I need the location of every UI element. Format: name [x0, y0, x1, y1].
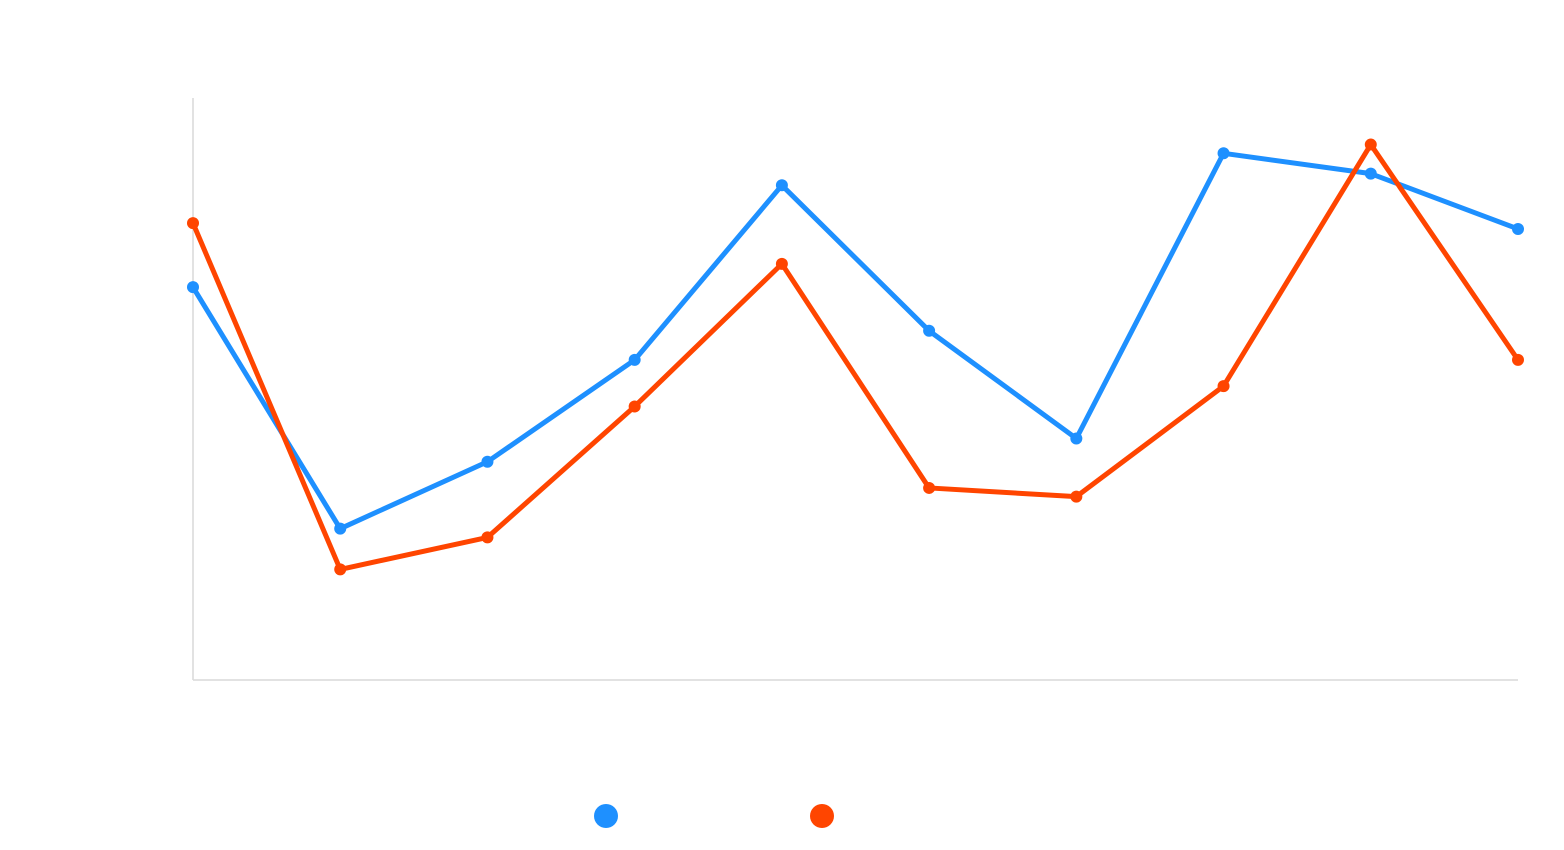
- series-1-point-1: [187, 281, 199, 294]
- series-2-point-3: [481, 531, 494, 544]
- series-1-point-8: [1217, 147, 1230, 160]
- series-2-point-6: [923, 481, 936, 494]
- series-2-point-8: [1217, 380, 1230, 393]
- chart-legend: [594, 804, 834, 828]
- series-1-line: [190, 150, 1521, 532]
- series-2-point-10: [1512, 353, 1524, 366]
- series-2: [187, 138, 1524, 576]
- series-2-point-5: [775, 257, 788, 270]
- series-1-point-9: [1364, 167, 1377, 180]
- series-2-point-1: [187, 217, 199, 230]
- series-1-point-4: [628, 353, 641, 366]
- series-2-point-7: [1070, 490, 1083, 503]
- series-2-line: [190, 142, 1521, 572]
- series-1-point-7: [1070, 432, 1083, 445]
- legend-marker-series-1: [594, 804, 618, 828]
- series-1-point-3: [481, 455, 494, 468]
- series-1-point-2: [334, 522, 347, 535]
- series-1-point-5: [775, 179, 788, 192]
- series-1: [187, 147, 1524, 535]
- series-2-point-4: [628, 400, 641, 413]
- series-2-point-2: [334, 563, 347, 576]
- chart-series-layer: [187, 138, 1524, 576]
- series-1-point-6: [923, 324, 936, 337]
- series-1-point-10: [1512, 222, 1524, 235]
- series-2-point-9: [1364, 138, 1377, 151]
- legend-marker-series-2: [810, 804, 834, 828]
- chart-axes: [192, 98, 1518, 681]
